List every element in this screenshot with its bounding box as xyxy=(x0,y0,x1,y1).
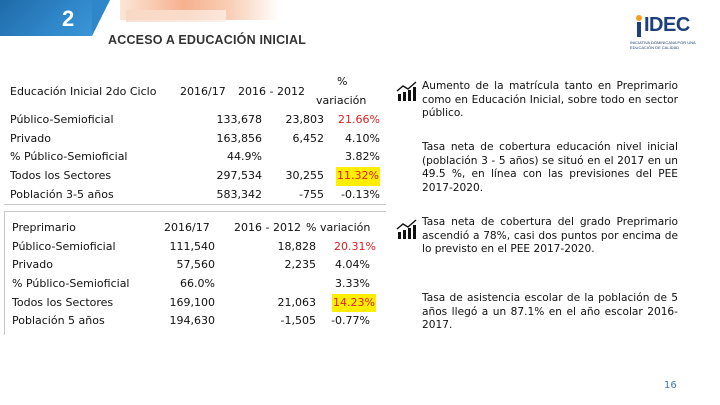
note-matricula: Aumento de la matrícula tanto en Preprim… xyxy=(422,80,678,119)
table-row: % Público-Semioficial 66.0% 3.33% xyxy=(12,275,376,294)
logo-figure-icon xyxy=(636,15,642,37)
inicial-header-label: Educación Inicial 2do Ciclo xyxy=(10,85,157,98)
inicial-header-col1: 2016/17 xyxy=(180,85,226,98)
table-row: Población 5 años 194,630 -1,505 -0.77% xyxy=(12,312,376,331)
row-value-percent: -0.77% xyxy=(331,314,370,328)
slide-number: 2 xyxy=(62,6,75,31)
row-value-percent: -0.13% xyxy=(341,187,380,201)
note-tasa-neta-preprimario: Tasa neta de cobertura del grado Preprim… xyxy=(422,216,678,255)
row-label: Privado xyxy=(12,258,53,272)
preprimario-header-label: Preprimario xyxy=(12,221,76,234)
row-label: Privado xyxy=(10,131,51,145)
row-label: % Público-Semioficial xyxy=(12,277,130,291)
row-label: Todos los Sectores xyxy=(10,169,112,183)
preprimario-table: Preprimario 2016/17 2016 - 2012 % variac… xyxy=(12,219,376,331)
page-title: ACCESO A EDUCACIÓN INICIAL xyxy=(108,33,307,47)
row-label: Público-Semioficial xyxy=(12,239,116,253)
row-label: Todos los Sectores xyxy=(12,295,114,309)
row-value-change: 21,063 xyxy=(277,295,317,309)
table-row: Privado 163,856 6,452 4.10% xyxy=(10,130,380,149)
inicial-header-col3-line1: % xyxy=(337,75,348,88)
row-value-2016-17: 163,856 xyxy=(216,131,263,145)
row-label: Población 3-5 años xyxy=(10,187,114,201)
preprimario-header-col3: % variación xyxy=(306,221,371,234)
table-header-row: Preprimario 2016/17 2016 - 2012 % variac… xyxy=(12,219,376,238)
row-value-change: 30,255 xyxy=(285,169,325,183)
row-value-change: 18,828 xyxy=(277,239,317,253)
table-row: Público-Semioficial 111,540 18,828 20.31… xyxy=(12,238,376,257)
table-header-row: Educación Inicial 2do Ciclo 2016/17 2016… xyxy=(10,74,380,111)
row-value-2016-17: 583,342 xyxy=(216,187,263,201)
row-value-percent: 3.33% xyxy=(335,277,370,291)
row-label: % Público-Semioficial xyxy=(10,150,128,164)
row-label: Población 5 años xyxy=(12,314,105,328)
slide-number-banner: 2 xyxy=(0,0,110,36)
table-row: Privado 57,560 2,235 4.04% xyxy=(12,256,376,275)
preprimario-header-col1: 2016/17 xyxy=(164,221,210,234)
preprimario-header-col2: 2016 - 2012 xyxy=(234,221,301,234)
table-row: Población 3-5 años 583,342 -755 -0.13% xyxy=(10,186,380,205)
row-value-change: -1,505 xyxy=(280,314,316,328)
preprimario-table-frame xyxy=(4,211,386,335)
row-value-2016-17: 133,678 xyxy=(216,113,263,126)
table-row: Todos los Sectores 297,534 30,255 11.32% xyxy=(10,167,380,186)
row-value-2016-17: 66.0% xyxy=(180,277,215,291)
table-row: Todos los Sectores 169,100 21,063 14.23% xyxy=(12,293,376,313)
note-asistencia-escolar: Tasa de asistencia escolar de la poblaci… xyxy=(422,292,678,331)
row-value-2016-17: 169,100 xyxy=(169,295,216,309)
idec-logo: IDEC INICIATIVA DOMINICANA POR UNA EDUCA… xyxy=(628,12,712,56)
note-tasa-neta-inicial: Tasa neta de cobertura educación nivel i… xyxy=(422,141,678,194)
row-value-2016-17: 44.9% xyxy=(227,150,262,164)
row-value-2016-17: 297,534 xyxy=(216,169,263,183)
inicial-table-frame xyxy=(4,72,386,205)
row-value-change: 6,452 xyxy=(292,131,325,145)
row-value-2016-17: 194,630 xyxy=(169,314,216,328)
bar-chart-icon xyxy=(396,219,417,239)
row-value-percent: 21.66% xyxy=(338,113,380,126)
table-row: Público-Semioficial 133,678 23,803 21.66… xyxy=(10,111,380,130)
row-value-change: 2,235 xyxy=(284,258,317,272)
row-value-percent-highlighted: 14.23% xyxy=(332,293,376,313)
inicial-header-col3-line2: variación xyxy=(316,94,367,107)
row-label: Público-Semioficial xyxy=(10,113,114,126)
logo-subtext: INICIATIVA DOMINICANA POR UNA EDUCACIÓN … xyxy=(630,40,696,50)
row-value-change: 23,803 xyxy=(285,113,325,126)
table-row: % Público-Semioficial 44.9% 3.82% xyxy=(10,148,380,167)
inicial-header-col2: 2016 - 2012 xyxy=(238,85,305,98)
row-value-2016-17: 57,560 xyxy=(176,258,216,272)
inicial-table: Educación Inicial 2do Ciclo 2016/17 2016… xyxy=(10,74,380,204)
row-value-2016-17: 111,540 xyxy=(169,239,216,253)
row-value-change: -755 xyxy=(299,187,324,201)
row-value-percent: 4.10% xyxy=(345,131,380,145)
row-value-percent: 4.04% xyxy=(335,258,370,272)
row-value-percent: 20.31% xyxy=(334,239,376,253)
decorative-stripe-2 xyxy=(126,10,226,22)
row-value-percent-highlighted: 11.32% xyxy=(336,167,380,186)
row-value-percent: 3.82% xyxy=(345,150,380,164)
logo-text: IDEC xyxy=(644,14,690,36)
page-number: 16 xyxy=(664,380,677,391)
bar-chart-icon xyxy=(396,81,417,101)
